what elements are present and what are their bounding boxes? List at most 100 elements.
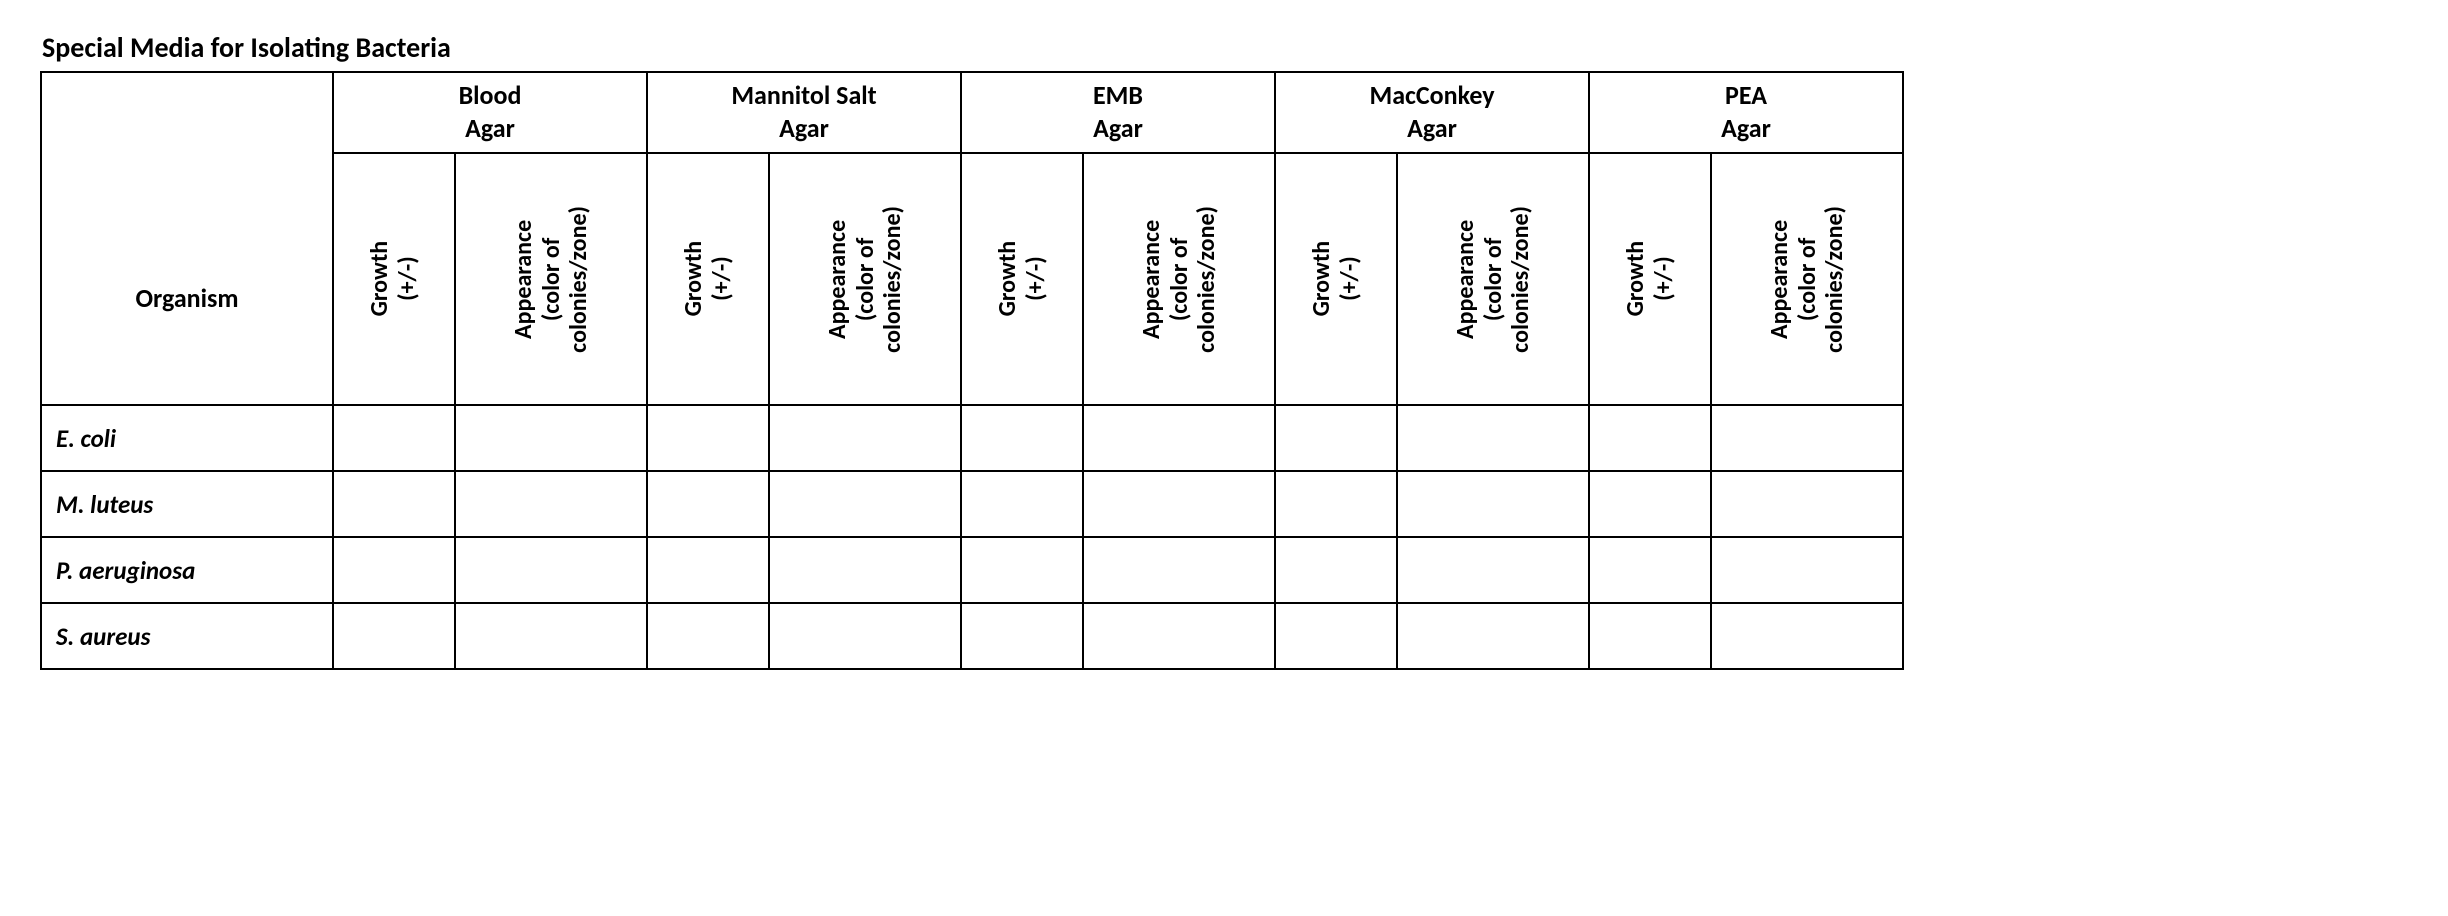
growth-label-line1: Growth (993, 241, 1022, 317)
table-row: M. luteus (41, 471, 1903, 537)
data-cell (1589, 537, 1711, 603)
growth-label-line1: Growth (1621, 241, 1650, 317)
appearance-label-line3: colonies/zone) (1507, 206, 1535, 353)
data-cell (333, 603, 455, 669)
subhead-appearance: Appearance (color of colonies/zone) (1083, 153, 1275, 405)
data-cell (1397, 537, 1589, 603)
appearance-label-line3: colonies/zone) (1821, 206, 1849, 353)
media-header-line2: Agar (1407, 112, 1457, 144)
subhead-appearance: Appearance (color of colonies/zone) (1711, 153, 1903, 405)
data-cell (333, 537, 455, 603)
data-cell (333, 471, 455, 537)
data-cell (1711, 405, 1903, 471)
media-header-line1: MacConkey (1369, 79, 1494, 111)
media-header-1: Mannitol Salt Agar (647, 72, 961, 153)
data-cell (1711, 537, 1903, 603)
data-cell (1397, 603, 1589, 669)
growth-label-line2: (+/-) (1022, 241, 1050, 317)
appearance-label-line1: Appearance (1451, 219, 1480, 338)
subhead-growth: Growth (+/-) (961, 153, 1083, 405)
media-table: Organism Blood Agar Mannitol Salt Agar E… (40, 71, 1904, 670)
data-cell (647, 537, 769, 603)
data-cell (769, 537, 961, 603)
growth-label-line1: Growth (1307, 241, 1336, 317)
data-cell (1275, 603, 1397, 669)
appearance-label-line2: (color of (1479, 206, 1507, 353)
appearance-label-line2: (color of (851, 206, 879, 353)
organism-cell: S. aureus (41, 603, 333, 669)
media-header-3: MacConkey Agar (1275, 72, 1589, 153)
data-cell (1083, 471, 1275, 537)
subhead-growth: Growth (+/-) (1275, 153, 1397, 405)
data-cell (961, 405, 1083, 471)
table-row: E. coli (41, 405, 1903, 471)
media-header-line1: EMB (1093, 79, 1143, 111)
organism-header: Organism (41, 72, 333, 405)
subhead-appearance: Appearance (color of colonies/zone) (455, 153, 647, 405)
data-cell (1397, 471, 1589, 537)
media-header-line2: Agar (779, 112, 829, 144)
growth-label-line2: (+/-) (708, 241, 736, 317)
data-cell (769, 471, 961, 537)
media-header-4: PEA Agar (1589, 72, 1903, 153)
media-header-line1: Blood (459, 79, 522, 111)
media-header-2: EMB Agar (961, 72, 1275, 153)
page-title: Special Media for Isolating Bacteria (40, 30, 2408, 65)
appearance-label-line3: colonies/zone) (879, 206, 907, 353)
data-cell (455, 405, 647, 471)
appearance-label-line1: Appearance (1765, 219, 1794, 338)
appearance-label-line2: (color of (1793, 206, 1821, 353)
subhead-growth: Growth (+/-) (1589, 153, 1711, 405)
media-header-line2: Agar (1093, 112, 1143, 144)
growth-label-line1: Growth (679, 241, 708, 317)
data-cell (647, 471, 769, 537)
data-cell (1711, 603, 1903, 669)
data-cell (769, 405, 961, 471)
subhead-appearance: Appearance (color of colonies/zone) (769, 153, 961, 405)
data-cell (961, 537, 1083, 603)
appearance-label-line2: (color of (537, 206, 565, 353)
subhead-growth: Growth (+/-) (333, 153, 455, 405)
data-cell (1589, 405, 1711, 471)
data-cell (647, 603, 769, 669)
appearance-label-line2: (color of (1165, 206, 1193, 353)
data-cell (1275, 471, 1397, 537)
data-cell (455, 603, 647, 669)
appearance-label-line1: Appearance (1137, 219, 1166, 338)
organism-cell: M. luteus (41, 471, 333, 537)
data-cell (1589, 603, 1711, 669)
media-header-0: Blood Agar (333, 72, 647, 153)
data-cell (455, 471, 647, 537)
subhead-appearance: Appearance (color of colonies/zone) (1397, 153, 1589, 405)
table-row: P. aeruginosa (41, 537, 1903, 603)
data-cell (333, 405, 455, 471)
media-header-line1: PEA (1725, 79, 1767, 111)
organism-cell: P. aeruginosa (41, 537, 333, 603)
subhead-growth: Growth (+/-) (647, 153, 769, 405)
organism-cell: E. coli (41, 405, 333, 471)
media-header-line2: Agar (1721, 112, 1771, 144)
data-cell (1275, 537, 1397, 603)
appearance-label-line3: colonies/zone) (1193, 206, 1221, 353)
data-cell (647, 405, 769, 471)
data-cell (961, 603, 1083, 669)
appearance-label-line1: Appearance (823, 219, 852, 338)
data-cell (1589, 471, 1711, 537)
header-row-media: Organism Blood Agar Mannitol Salt Agar E… (41, 72, 1903, 153)
media-header-line2: Agar (465, 112, 515, 144)
data-cell (769, 603, 961, 669)
data-cell (1083, 537, 1275, 603)
data-cell (1711, 471, 1903, 537)
data-cell (1083, 603, 1275, 669)
appearance-label-line1: Appearance (509, 219, 538, 338)
table-row: S. aureus (41, 603, 1903, 669)
media-header-line1: Mannitol Salt (731, 79, 876, 111)
growth-label-line2: (+/-) (394, 241, 422, 317)
growth-label-line1: Growth (365, 241, 394, 317)
data-cell (455, 537, 647, 603)
growth-label-line2: (+/-) (1336, 241, 1364, 317)
data-cell (1275, 405, 1397, 471)
appearance-label-line3: colonies/zone) (565, 206, 593, 353)
data-cell (961, 471, 1083, 537)
data-cell (1083, 405, 1275, 471)
